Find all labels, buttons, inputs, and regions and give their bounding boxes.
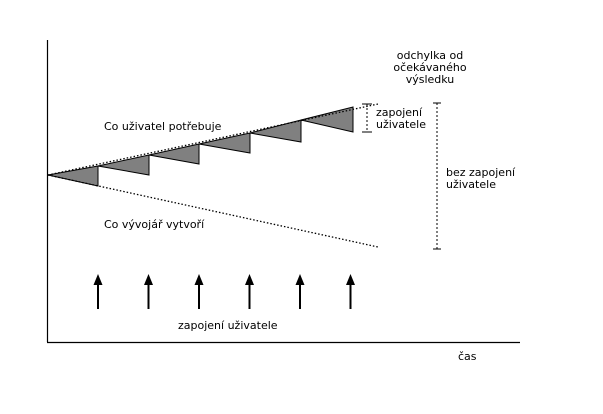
- arrow-head: [245, 274, 254, 285]
- user-involvement-label: zapojení uživatele: [178, 319, 278, 332]
- user-needs-label: Co uživatel potřebuje: [104, 120, 222, 133]
- deviation-heading: odchylka od očekávaného výsledku: [380, 50, 480, 86]
- gap-triangle: [198, 132, 251, 154]
- deviation-heading-line: odchylka od: [396, 49, 464, 62]
- without-involvement-label: bez zapojení uživatele: [446, 167, 515, 191]
- developer-creates-line: [47, 174, 379, 248]
- deviation-heading-line: očekávaného: [393, 61, 467, 74]
- with-involvement-label: zapojení uživatele: [376, 107, 426, 131]
- user-needs-line: [47, 103, 379, 176]
- without-involvement-line: bez zapojení: [446, 166, 516, 179]
- arrow-head: [194, 274, 204, 285]
- deviation-heading-line: výsledku: [405, 73, 455, 86]
- arrow-head: [295, 274, 305, 285]
- gap-triangle: [249, 119, 302, 143]
- gap-triangle: [97, 154, 150, 176]
- arrow-head: [144, 274, 153, 285]
- time-axis-label: čas: [458, 350, 477, 363]
- arrow-head: [346, 274, 355, 285]
- with-involvement-line: uživatele: [376, 118, 426, 131]
- involvement-arrows: [93, 274, 355, 309]
- without-involvement-bracket: [433, 102, 441, 250]
- gap-triangle: [300, 106, 354, 133]
- with-involvement-line: zapojení: [376, 106, 423, 119]
- arrow-head: [93, 274, 103, 285]
- with-involvement-bracket: [362, 103, 372, 133]
- gap-triangle: [148, 143, 200, 165]
- developer-creates-label: Co vývojář vytvoří: [104, 218, 205, 231]
- user-needs-sawtooth: [47, 106, 354, 187]
- without-involvement-line: uživatele: [446, 178, 496, 191]
